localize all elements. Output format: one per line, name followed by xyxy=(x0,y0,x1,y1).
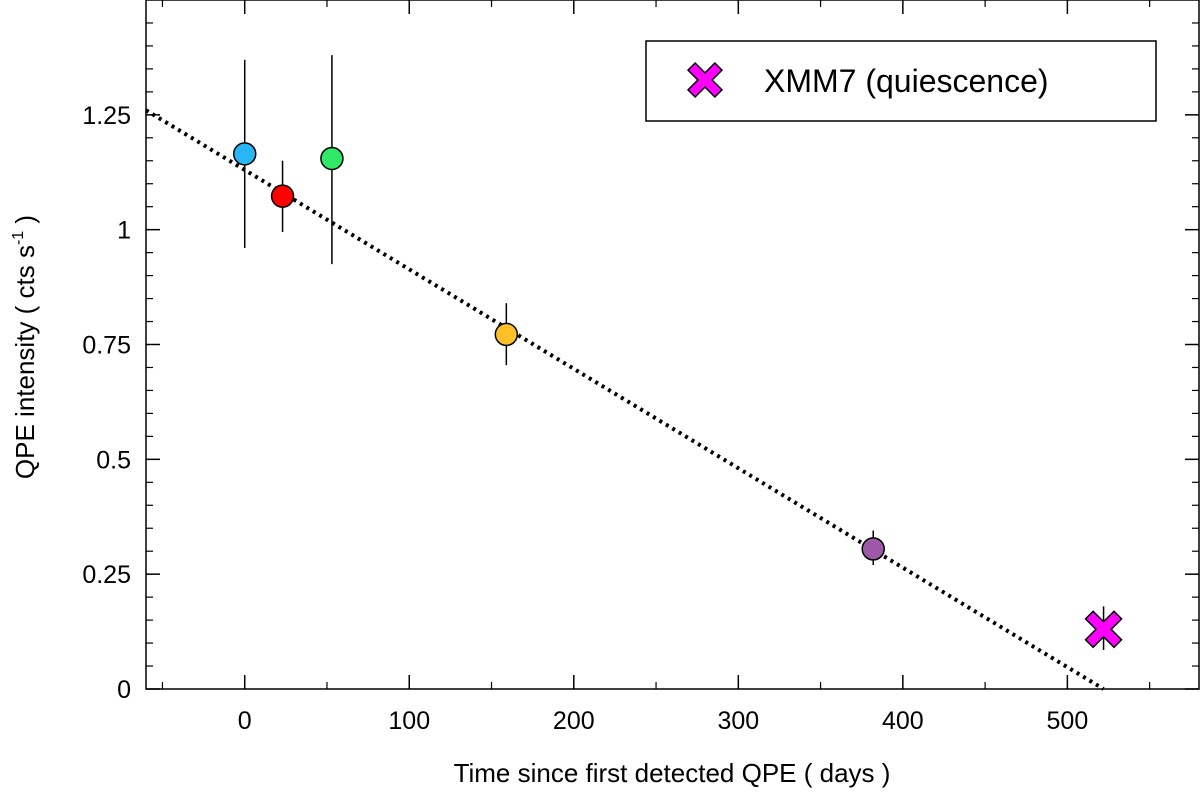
x-tick-labels: 0 100 200 300 400 500 xyxy=(238,707,1088,735)
y-tick-label: 0.75 xyxy=(82,332,131,360)
y-axis-title-main: QPE intensity ( cts s xyxy=(10,245,40,479)
y-tick-label: 1.25 xyxy=(82,102,131,130)
y-axis-title-sup: -1 xyxy=(10,231,27,245)
x-cross-marker xyxy=(686,61,724,99)
y-tick-label: 0.25 xyxy=(82,561,131,589)
data-point xyxy=(320,146,344,171)
ticks-layer xyxy=(146,0,1199,690)
y-tick-label: 0 xyxy=(117,676,131,704)
y-tick-label: 0.5 xyxy=(96,446,131,474)
legend: XMM7 (quiescence) xyxy=(645,40,1157,122)
y-axis-title-end: ) xyxy=(10,215,40,231)
data-point xyxy=(861,537,885,561)
data-point xyxy=(270,184,295,208)
data-point xyxy=(494,322,519,347)
errorbars-layer xyxy=(243,55,1105,650)
x-tick-label: 500 xyxy=(1047,707,1089,735)
y-axis-title: QPE intensity ( cts s-1 ) xyxy=(10,215,40,479)
markers-layer xyxy=(232,142,1123,649)
x-tick-label: 0 xyxy=(238,707,252,735)
y-tick-label: 1 xyxy=(117,217,131,245)
x-cross-marker xyxy=(1084,610,1123,649)
plot-frame xyxy=(145,0,1200,690)
legend-box xyxy=(645,40,1157,122)
legend-label: XMM7 (quiescence) xyxy=(764,63,1049,99)
x-tick-label: 400 xyxy=(882,707,924,735)
legend-marker-x xyxy=(686,61,724,99)
x-axis-title: Time since first detected QPE ( days ) xyxy=(454,758,891,788)
fit-line xyxy=(144,108,1105,691)
x-tick-label: 100 xyxy=(388,707,430,735)
x-tick-label: 300 xyxy=(717,707,759,735)
data-point xyxy=(232,142,257,166)
x-tick-label: 200 xyxy=(553,707,595,735)
y-tick-labels: 0 0.25 0.5 0.75 1 1.25 xyxy=(82,102,131,704)
